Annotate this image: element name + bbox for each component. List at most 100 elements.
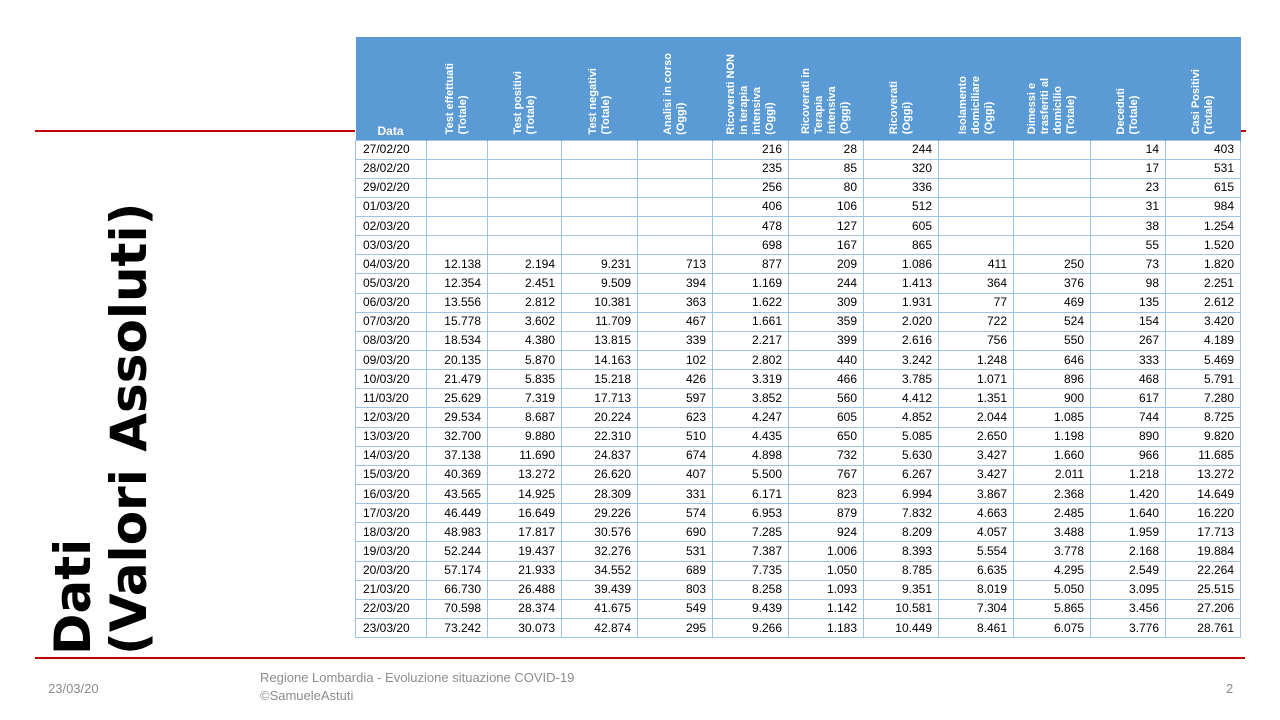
value-cell: 42.874 [561, 618, 638, 639]
table-row: 29/02/20 256 80 336 23 615 [355, 177, 1241, 198]
date-cell: 11/03/20 [355, 388, 427, 409]
value-cell: 48.983 [426, 522, 488, 543]
value-cell: 1.931 [863, 292, 939, 313]
value-cell: 1.254 [1165, 216, 1241, 237]
value-cell: 37.138 [426, 445, 488, 466]
value-cell [561, 216, 638, 237]
column-header-label: Casi Positivi (Totale) [1190, 69, 1215, 135]
value-cell: 3.456 [1090, 598, 1166, 620]
value-cell: 4.057 [938, 522, 1014, 543]
value-cell [426, 177, 488, 198]
top-rule-left [35, 130, 355, 132]
value-cell [938, 235, 1014, 256]
date-cell: 12/03/20 [355, 407, 427, 428]
value-cell: 2.020 [863, 311, 939, 332]
value-cell [561, 177, 638, 198]
value-cell: 2.217 [712, 330, 789, 352]
value-cell: 5.865 [1013, 598, 1091, 620]
value-cell: 3.785 [863, 369, 939, 390]
value-cell: 250 [1013, 254, 1091, 275]
value-cell: 2.616 [863, 330, 939, 352]
value-cell: 1.086 [863, 254, 939, 275]
value-cell: 154 [1090, 311, 1166, 332]
value-cell: 1.071 [938, 369, 1014, 390]
value-cell: 13.272 [1165, 464, 1241, 486]
value-cell: 244 [863, 139, 939, 160]
value-cell: 5.630 [863, 445, 939, 466]
value-cell: 399 [788, 330, 864, 352]
value-cell: 32.700 [426, 426, 488, 447]
value-cell: 26.620 [561, 464, 638, 486]
value-cell: 6.994 [863, 484, 939, 505]
value-cell: 1.218 [1090, 464, 1166, 486]
value-cell: 331 [637, 484, 713, 505]
value-cell: 18.534 [426, 330, 488, 352]
column-header: Isolamento domiciliare (Oggi) [938, 37, 1014, 140]
value-cell: 646 [1013, 350, 1091, 371]
value-cell: 13.556 [426, 292, 488, 313]
value-cell: 34.552 [561, 560, 638, 581]
value-cell [426, 216, 488, 237]
date-cell: 17/03/20 [355, 503, 427, 524]
value-cell: 1.085 [1013, 407, 1091, 428]
value-cell: 698 [712, 235, 789, 256]
column-header: Casi Positivi (Totale) [1165, 37, 1241, 140]
value-cell: 3.776 [1090, 618, 1166, 639]
value-cell: 10.581 [863, 598, 939, 620]
value-cell: 39.439 [561, 579, 638, 600]
value-cell: 1.413 [863, 273, 939, 294]
value-cell: 4.435 [712, 426, 789, 447]
table-row: 01/03/20 406 106 512 31 984 [355, 196, 1241, 218]
value-cell: 5.835 [487, 369, 562, 390]
column-header: Data [355, 37, 427, 140]
value-cell: 11.709 [561, 311, 638, 332]
value-cell: 77 [938, 292, 1014, 313]
value-cell [637, 216, 713, 237]
date-cell: 09/03/20 [355, 350, 427, 371]
value-cell: 40.369 [426, 464, 488, 486]
value-cell: 7.387 [712, 541, 789, 562]
value-cell: 15.778 [426, 311, 488, 332]
value-cell: 466 [788, 369, 864, 390]
value-cell: 32.276 [561, 541, 638, 562]
value-cell: 244 [788, 273, 864, 294]
value-cell: 320 [863, 158, 939, 179]
value-cell: 744 [1090, 407, 1166, 428]
table-row: 02/03/20 478 127 605 38 1.254 [355, 216, 1241, 237]
value-cell: 5.050 [1013, 579, 1091, 600]
value-cell: 41.675 [561, 598, 638, 620]
table-row: 07/03/20 15.778 3.602 11.709 467 1.661 359 2.02… [355, 311, 1241, 332]
value-cell: 984 [1165, 196, 1241, 218]
value-cell: 11.690 [487, 445, 562, 466]
value-cell [426, 139, 488, 160]
table-row: 15/03/20 40.369 13.272 26.620 407 5.500 767 6.2… [355, 464, 1241, 486]
table-row: 17/03/20 46.449 16.649 29.226 574 6.953 879 7.8… [355, 503, 1241, 524]
value-cell: 713 [637, 254, 713, 275]
table-row: 13/03/20 32.700 9.880 22.310 510 4.435 650 5.08… [355, 426, 1241, 447]
value-cell [1013, 235, 1091, 256]
date-cell: 19/03/20 [355, 541, 427, 562]
value-cell: 1.248 [938, 350, 1014, 371]
value-cell: 106 [788, 196, 864, 218]
value-cell: 924 [788, 522, 864, 543]
date-cell: 03/03/20 [355, 235, 427, 256]
value-cell: 6.171 [712, 484, 789, 505]
value-cell: 22.310 [561, 426, 638, 447]
value-cell: 9.880 [487, 426, 562, 447]
value-cell: 6.953 [712, 503, 789, 524]
value-cell: 7.735 [712, 560, 789, 581]
value-cell: 4.898 [712, 445, 789, 466]
value-cell [561, 235, 638, 256]
value-cell [1013, 196, 1091, 218]
table-row: 28/02/20 235 85 320 17 531 [355, 158, 1241, 179]
value-cell: 5.554 [938, 541, 1014, 562]
value-cell: 14 [1090, 139, 1166, 160]
value-cell: 468 [1090, 369, 1166, 390]
value-cell [1013, 158, 1091, 179]
value-cell: 21.933 [487, 560, 562, 581]
value-cell: 16.649 [487, 503, 562, 524]
value-cell: 403 [1165, 139, 1241, 160]
value-cell [426, 196, 488, 218]
value-cell: 25.629 [426, 388, 488, 409]
value-cell: 28.761 [1165, 618, 1241, 639]
